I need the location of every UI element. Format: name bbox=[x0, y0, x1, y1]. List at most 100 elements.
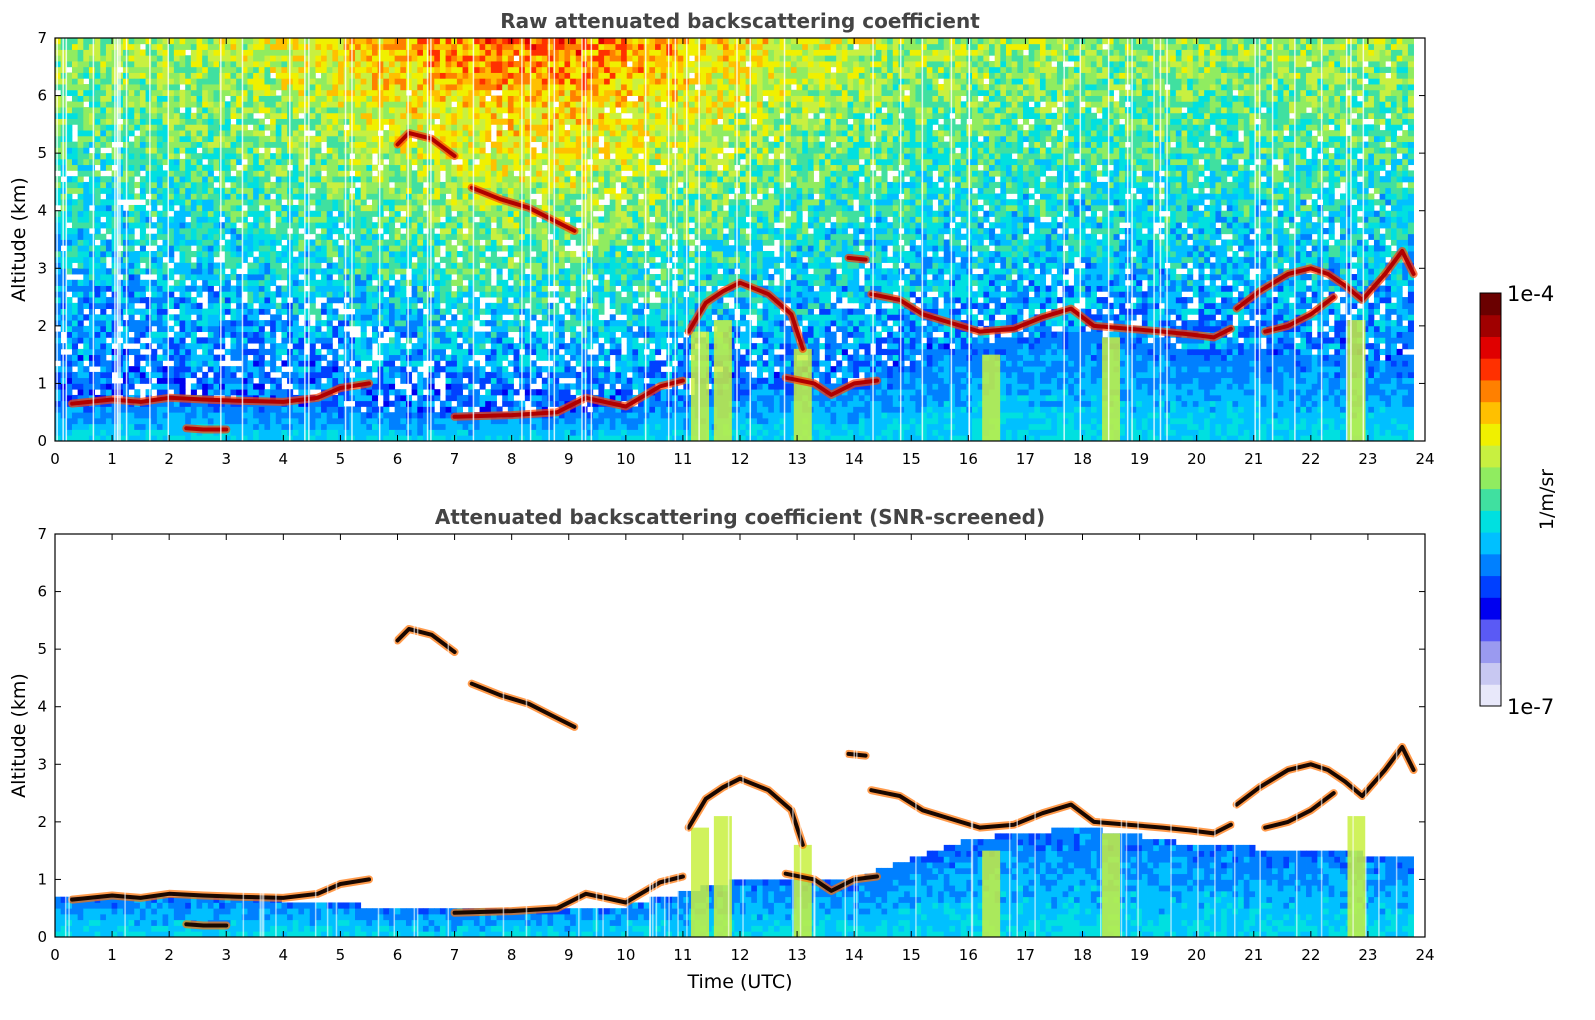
y-tick-label: 6 bbox=[37, 583, 47, 601]
x-tick-label: 16 bbox=[959, 450, 978, 468]
x-tick-label: 10 bbox=[616, 946, 635, 964]
y-tick-label: 0 bbox=[37, 928, 47, 946]
x-tick-label: 0 bbox=[50, 450, 60, 468]
colorbar-swatch bbox=[1480, 575, 1501, 598]
x-axis-label: Time (UTC) bbox=[686, 971, 792, 993]
x-tick-label: 21 bbox=[1244, 450, 1263, 468]
panel-title: Raw attenuated backscattering coefficien… bbox=[500, 9, 980, 33]
colorbar-swatch bbox=[1480, 662, 1501, 685]
x-tick-label: 0 bbox=[50, 946, 60, 964]
colorbar-swatch bbox=[1480, 314, 1501, 337]
colorbar-swatch bbox=[1480, 336, 1501, 359]
y-tick-label: 1 bbox=[37, 870, 47, 888]
x-tick-label: 2 bbox=[164, 946, 174, 964]
x-tick-label: 10 bbox=[616, 450, 635, 468]
cloud-layer-9 bbox=[869, 788, 1233, 836]
x-tick-label: 19 bbox=[1130, 946, 1149, 964]
x-tick-label: 7 bbox=[450, 450, 460, 468]
x-tick-label: 23 bbox=[1358, 450, 1377, 468]
x-tick-label: 5 bbox=[336, 946, 346, 964]
x-tick-label: 16 bbox=[959, 946, 978, 964]
x-tick-label: 7 bbox=[450, 946, 460, 964]
cloud-layer-6 bbox=[686, 776, 805, 847]
colorbar-swatch bbox=[1480, 597, 1501, 620]
x-tick-label: 6 bbox=[393, 946, 403, 964]
x-tick-label: 20 bbox=[1187, 946, 1206, 964]
colorbar-unit-label: 1/m/sr bbox=[1536, 469, 1558, 530]
x-tick-label: 19 bbox=[1130, 450, 1149, 468]
cloud-layer-glow-11 bbox=[1261, 789, 1338, 832]
colorbar-swatch bbox=[1480, 640, 1501, 664]
precip-shaft-3 bbox=[793, 844, 812, 937]
cloud-layer-2 bbox=[184, 922, 229, 928]
x-tick-label: 14 bbox=[845, 946, 864, 964]
cloud-layer-9 bbox=[869, 292, 1233, 340]
x-tick-label: 9 bbox=[564, 450, 574, 468]
x-tick-label: 12 bbox=[730, 450, 749, 468]
cloud-layer-7 bbox=[783, 871, 879, 893]
precip-shaft-5 bbox=[1102, 833, 1121, 937]
x-tick-label: 1 bbox=[107, 946, 117, 964]
precip-shaft-3 bbox=[793, 348, 812, 441]
y-tick-label: 1 bbox=[37, 374, 47, 392]
x-tick-label: 15 bbox=[902, 946, 921, 964]
x-tick-label: 23 bbox=[1358, 946, 1377, 964]
cloud-layer-1 bbox=[70, 877, 371, 902]
y-tick-label: 7 bbox=[37, 525, 47, 543]
x-tick-label: 14 bbox=[845, 450, 864, 468]
cloud-layer-3 bbox=[395, 627, 457, 654]
x-tick-label: 3 bbox=[221, 946, 231, 964]
y-tick-label: 2 bbox=[37, 317, 47, 335]
precip-shaft-1 bbox=[691, 331, 710, 441]
precip-shaft-6 bbox=[1347, 816, 1366, 937]
cloud-layer-8 bbox=[846, 255, 868, 262]
panel-2: 0 1 2 3 4 5 6 7 8 9 10 11 12 13 14 15 16 17 18 19 20 21 22 23 24… bbox=[8, 505, 1435, 993]
x-tick-label: 24 bbox=[1415, 450, 1434, 468]
x-tick-label: 4 bbox=[279, 946, 289, 964]
y-tick-label: 2 bbox=[37, 813, 47, 831]
y-tick-label: 6 bbox=[37, 87, 47, 105]
colorbar-swatch bbox=[1480, 619, 1501, 642]
colorbar-swatch bbox=[1480, 532, 1501, 555]
y-axis-label: Altitude (km) bbox=[8, 177, 30, 302]
x-tick-label: 18 bbox=[1073, 946, 1092, 964]
precip-shaft-4 bbox=[982, 354, 1001, 441]
colorbar-max-label: 1e-4 bbox=[1507, 282, 1554, 306]
panel-1: 0 1 2 3 4 5 6 7 8 9 10 11 12 13 14 15 16 17 18 19 20 21 22 23 24… bbox=[8, 9, 1435, 468]
x-tick-label: 12 bbox=[730, 946, 749, 964]
x-tick-label: 13 bbox=[788, 946, 807, 964]
colorbar-swatch bbox=[1480, 358, 1501, 381]
x-tick-label: 6 bbox=[393, 450, 403, 468]
cloud-layer-2 bbox=[184, 426, 229, 432]
colorbar-swatch bbox=[1480, 684, 1501, 707]
colorbar-swatch bbox=[1480, 553, 1501, 577]
x-tick-label: 22 bbox=[1301, 450, 1320, 468]
x-tick-label: 18 bbox=[1073, 450, 1092, 468]
x-tick-label: 15 bbox=[902, 450, 921, 468]
heatmap-field bbox=[55, 534, 1418, 938]
colorbar-frame bbox=[1479, 292, 1502, 707]
x-tick-label: 21 bbox=[1244, 946, 1263, 964]
y-tick-label: 5 bbox=[37, 640, 47, 658]
heatmap-field bbox=[55, 38, 1418, 442]
cloud-layer-5 bbox=[452, 874, 685, 915]
y-tick-label: 4 bbox=[37, 202, 47, 220]
colorbar-swatch bbox=[1480, 466, 1501, 490]
colorbar-swatch bbox=[1480, 423, 1501, 446]
x-tick-label: 22 bbox=[1301, 946, 1320, 964]
precip-shaft-4 bbox=[982, 850, 1001, 937]
x-tick-label: 11 bbox=[673, 450, 692, 468]
cloud-layer-7 bbox=[783, 375, 879, 397]
colorbar-swatch bbox=[1480, 445, 1501, 468]
x-tick-label: 9 bbox=[564, 946, 574, 964]
x-tick-label: 3 bbox=[221, 450, 231, 468]
x-tick-label: 1 bbox=[107, 450, 117, 468]
colorbar-min-label: 1e-7 bbox=[1507, 695, 1554, 719]
colorbar-swatch bbox=[1480, 401, 1501, 424]
colorbar-swatch bbox=[1480, 510, 1501, 533]
x-tick-label: 2 bbox=[164, 450, 174, 468]
y-tick-label: 5 bbox=[37, 144, 47, 162]
precip-shaft-1 bbox=[691, 827, 710, 937]
x-tick-label: 24 bbox=[1415, 946, 1434, 964]
